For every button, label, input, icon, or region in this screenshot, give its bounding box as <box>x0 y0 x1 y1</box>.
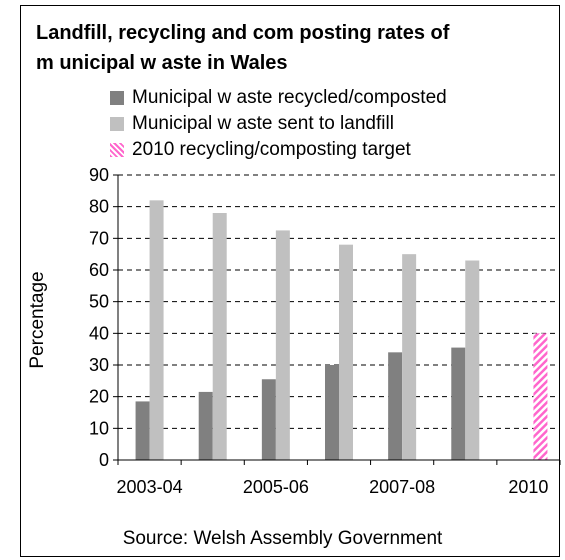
bar-recycled <box>451 347 466 460</box>
legend-swatch-target <box>110 143 124 157</box>
chart-title-line-1: Landfill, recycling and com posting rate… <box>36 22 450 44</box>
chart-title-line-2: m unicipal w aste in Wales <box>36 52 288 74</box>
legend-item-recycled: Municipal w aste recycled/composted <box>110 85 447 111</box>
x-tick-label: 2005-06 <box>243 477 309 497</box>
x-tick-label: 2010 <box>508 477 548 497</box>
legend-label-target: 2010 recycling/composting target <box>132 139 411 160</box>
y-tick-label: 50 <box>89 292 109 312</box>
legend-swatch-landfill <box>110 117 124 131</box>
bar-recycled <box>261 379 276 460</box>
y-tick-label: 90 <box>89 165 109 185</box>
bar-landfill <box>465 260 480 460</box>
bar-landfill <box>149 200 164 461</box>
bar-landfill <box>275 230 290 460</box>
legend-label-landfill: Municipal w aste sent to landfill <box>132 113 394 134</box>
y-tick-label: 60 <box>89 260 109 280</box>
bar-landfill <box>339 244 353 460</box>
legend-label-recycled: Municipal w aste recycled/composted <box>132 87 447 108</box>
y-tick-label: 40 <box>89 323 109 343</box>
tick-labels: 0 10 20 30 40 50 60 70 80 90 2003-04 2005-06 2007-08… <box>89 165 548 497</box>
source-note: Source: Welsh Assembly Government <box>122 528 443 549</box>
x-tick-label: 2007-08 <box>369 477 435 497</box>
bar-recycled <box>325 365 339 460</box>
y-tick-label: 20 <box>89 387 109 407</box>
bar-recycled <box>135 401 150 460</box>
y-tick-label: 0 <box>99 450 109 470</box>
legend-item-target: 2010 recycling/composting target <box>110 137 447 163</box>
axes <box>113 174 561 465</box>
y-tick-label: 70 <box>89 228 109 248</box>
bar-recycled <box>388 352 403 460</box>
x-tick-label: 2003-04 <box>117 477 183 497</box>
legend-item-landfill: Municipal w aste sent to landfill <box>110 111 447 137</box>
legend-swatch-recycled <box>110 91 124 105</box>
bar-recycled <box>198 391 213 460</box>
bar-target <box>533 333 548 460</box>
chart-title: Landfill, recycling and com posting rate… <box>36 18 536 78</box>
y-tick-label: 30 <box>89 355 109 375</box>
chart-legend: Municipal w aste recycled/composted Muni… <box>110 85 447 163</box>
y-axis-title: Percentage <box>27 271 48 368</box>
y-tick-label: 10 <box>89 418 109 438</box>
bar-landfill <box>212 213 227 460</box>
y-tick-label: 80 <box>89 197 109 217</box>
bar-landfill <box>402 254 417 460</box>
bars <box>135 200 548 461</box>
